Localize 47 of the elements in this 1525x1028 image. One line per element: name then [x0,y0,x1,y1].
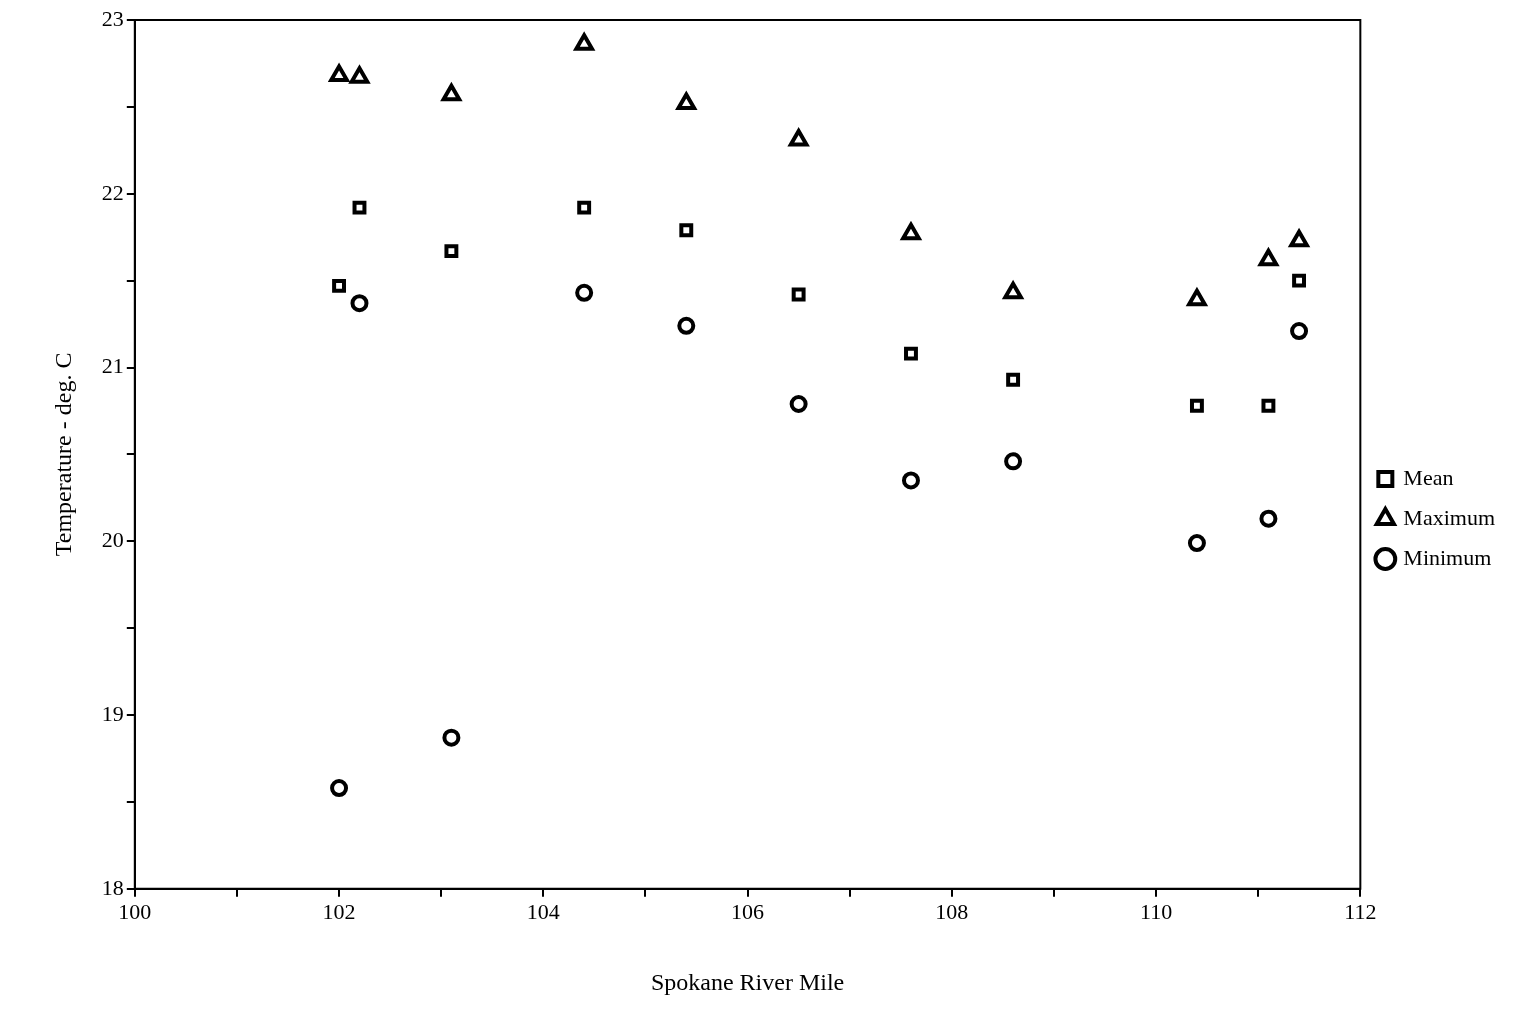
point [1292,273,1307,288]
point [444,244,459,259]
x-tick-label: 110 [1139,898,1173,924]
point [442,728,461,747]
point [791,287,806,302]
point [904,346,918,361]
point [1006,372,1021,387]
point [789,395,808,414]
x-tick-label: 102 [322,898,356,924]
y-tick-label: 21 [101,353,124,379]
x-tick-label: 100 [118,898,152,924]
x-tick-label: 112 [1344,898,1377,924]
x-tick-label: 106 [731,898,765,924]
legend-label: Minimum [1403,544,1492,570]
point [901,471,920,490]
point [676,92,697,110]
point [352,200,367,215]
point [349,66,370,84]
point [1004,452,1023,471]
y-tick-label: 22 [101,179,124,205]
point [1290,322,1309,341]
point [574,33,594,51]
point [332,278,347,293]
y-tick-label: 20 [101,527,124,553]
point [1259,509,1278,528]
point [577,200,592,215]
legend-label: Mean [1403,464,1454,490]
y-tick-label: 19 [101,700,124,726]
y-tick-label: 23 [101,5,124,31]
point [1189,398,1204,413]
point [330,779,349,798]
point [788,128,809,147]
point [1187,534,1206,553]
point [677,316,696,335]
x-tick-label: 108 [935,898,969,924]
point [350,294,369,313]
y-axis-title: Temperature - deg. C [49,352,76,557]
point [901,222,921,241]
point [575,283,594,302]
point [1261,398,1276,413]
point [679,223,694,238]
legend-label: Maximum [1403,504,1496,530]
point [440,81,463,102]
point [328,62,350,83]
y-tick-label: 18 [101,874,124,900]
x-axis-title: Spokane River Mile [650,968,845,995]
x-tick-label: 104 [526,898,560,924]
